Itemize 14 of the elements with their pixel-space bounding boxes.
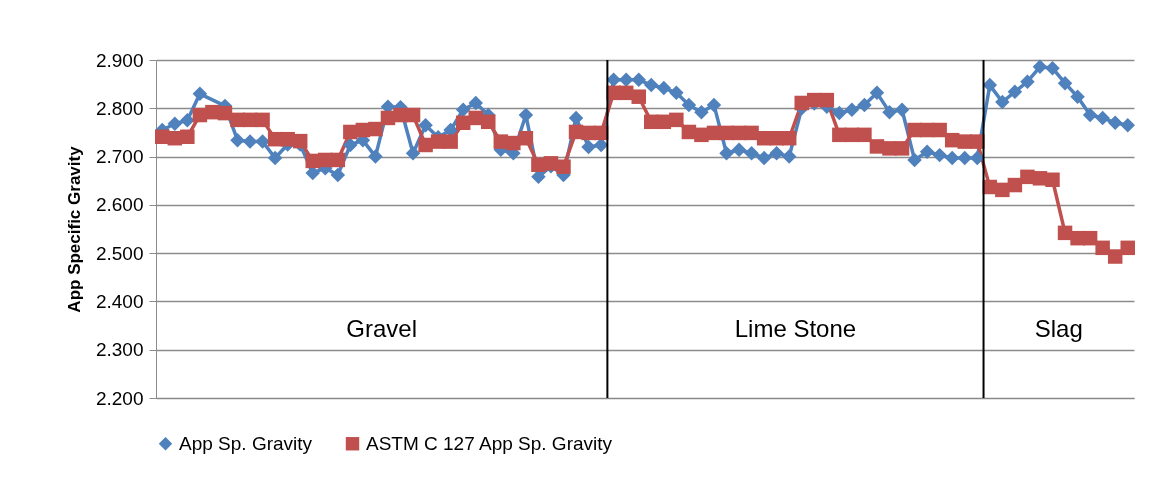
annotation: Lime Stone (734, 315, 857, 342)
y-tick-label: 2.900 (95, 49, 144, 71)
legend-label: ASTM C 127 App Sp. Gravity (366, 432, 613, 454)
y-axis-title: App Specific Gravity (64, 145, 84, 313)
annotation: Gravel (346, 315, 418, 342)
y-tick-label: 2.800 (95, 97, 144, 119)
y-tick-label: 2.500 (95, 242, 144, 264)
y-tick-label: 2.600 (95, 194, 144, 216)
annotation: Slag (1034, 315, 1083, 342)
y-tick-label: 2.700 (95, 146, 144, 168)
y-tick-label: 2.200 (95, 387, 144, 409)
legend-label: App Sp. Gravity (179, 432, 313, 454)
y-tick-label: 2.400 (95, 290, 144, 312)
y-tick-label: 2.300 (95, 339, 144, 361)
